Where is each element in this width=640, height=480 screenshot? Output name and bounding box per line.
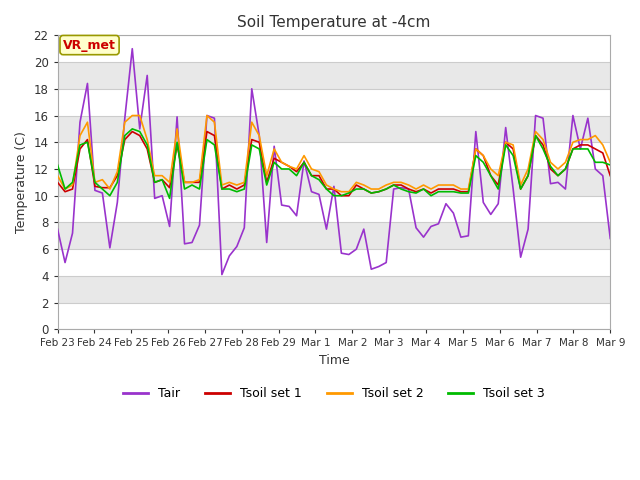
Bar [58,142,611,169]
Bar [58,222,611,249]
Y-axis label: Temperature (C): Temperature (C) [15,132,28,233]
Bar [58,276,611,302]
Bar [58,249,611,276]
Bar [58,89,611,116]
Bar [58,116,611,142]
Text: VR_met: VR_met [63,38,116,51]
Bar [58,62,611,89]
Bar [58,196,611,222]
Title: Soil Temperature at -4cm: Soil Temperature at -4cm [237,15,431,30]
Bar [58,302,611,329]
Legend: Tair, Tsoil set 1, Tsoil set 2, Tsoil set 3: Tair, Tsoil set 1, Tsoil set 2, Tsoil se… [118,383,550,406]
X-axis label: Time: Time [319,354,349,367]
Bar [58,36,611,62]
Bar [58,169,611,196]
